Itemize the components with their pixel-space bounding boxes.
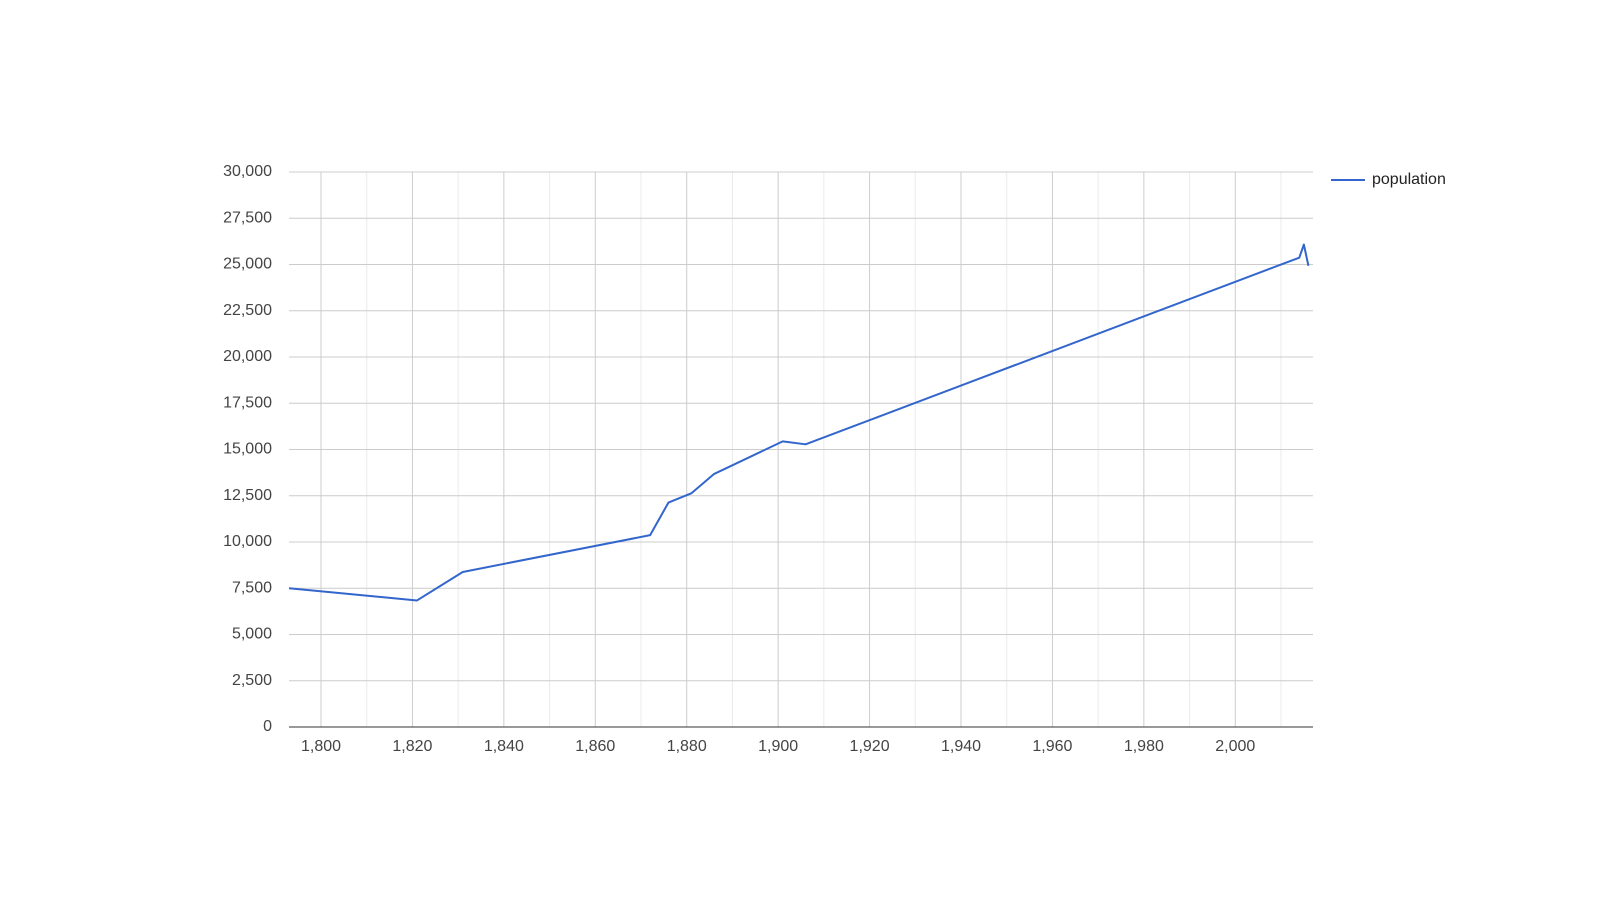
x-tick-label: 1,840: [484, 738, 524, 755]
x-tick-label: 1,800: [301, 738, 341, 755]
x-tick-label: 1,940: [941, 738, 981, 755]
y-tick-label: 22,500: [223, 302, 272, 319]
y-tick-label: 0: [263, 718, 272, 735]
x-tick-label: 1,860: [575, 738, 615, 755]
data-line: [288, 243, 1310, 602]
y-tick-label: 5,000: [232, 626, 272, 643]
y-tick-label: 15,000: [223, 441, 272, 458]
y-tick-label: 12,500: [223, 487, 272, 504]
x-tick-label: 1,900: [758, 738, 798, 755]
x-tick-label: 2,000: [1215, 738, 1255, 755]
y-tick-label: 27,500: [223, 209, 272, 226]
y-tick-label: 2,500: [232, 672, 272, 689]
x-tick-label: 1,880: [667, 738, 707, 755]
x-tick-label: 1,960: [1032, 738, 1072, 755]
legend-label: population: [1372, 171, 1446, 188]
y-tick-label: 20,000: [223, 348, 272, 365]
x-tick-label: 1,980: [1124, 738, 1164, 755]
y-tick-label: 10,000: [223, 533, 272, 550]
y-tick-label: 30,000: [223, 163, 272, 180]
y-tick-label: 7,500: [232, 579, 272, 596]
y-tick-label: 25,000: [223, 256, 272, 273]
x-tick-label: 1,820: [392, 738, 432, 755]
y-tick-label: 17,500: [223, 394, 272, 411]
x-tick-label: 1,920: [850, 738, 890, 755]
